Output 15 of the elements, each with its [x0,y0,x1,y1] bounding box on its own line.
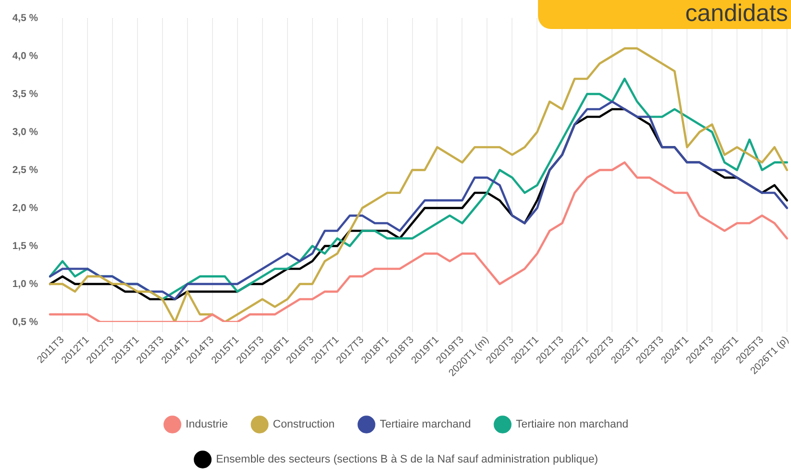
legend-label: Industrie [186,418,228,431]
y-tick-label: 2,0 % [12,202,38,214]
y-tick-label: 0,5 % [12,316,38,328]
legend-label: Tertiaire marchand [380,418,471,431]
y-tick-label: 1,0 % [12,278,38,290]
y-tick-label: 3,5 % [12,88,38,100]
y-tick-label: 4,5 % [12,12,38,24]
y-tick-label: 1,5 % [12,240,38,252]
legend-label: Construction [272,418,335,431]
legend-label: Ensemble des secteurs (sections B à S de la Naf sauf administration publique) [216,454,598,466]
y-tick-label: 4,0 % [12,50,38,62]
legend-label: Tertiaire non marchand [516,418,628,431]
chart-title: candidats [685,0,788,27]
y-tick-label: 3,0 % [12,126,38,138]
y-tick-label: 2,5 % [12,164,38,176]
